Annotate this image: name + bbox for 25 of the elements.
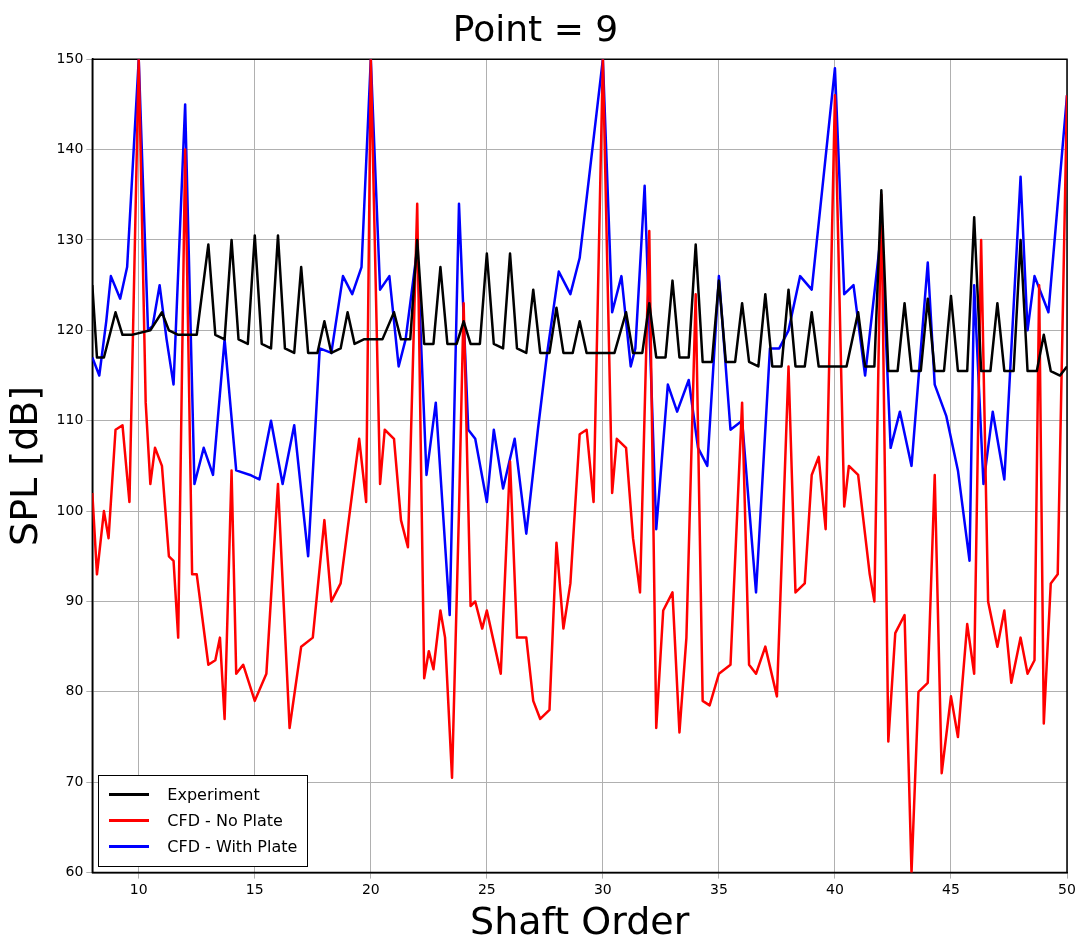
y-tick-label: 60 [65, 863, 84, 880]
x-tick-label: 35 [709, 880, 728, 897]
x-tick-label: 20 [361, 880, 380, 897]
y-tick-label: 110 [56, 411, 84, 428]
y-tick-label: 70 [65, 772, 84, 789]
y-tick-label: 90 [65, 592, 84, 609]
y-axis-title: SPL [dB] [1, 385, 46, 546]
x-tick-label: 30 [593, 880, 612, 897]
y-tick-label: 120 [56, 320, 84, 337]
x-tick-label: 50 [1058, 880, 1076, 897]
x-tick-label: 15 [245, 880, 264, 897]
x-axis-title: Shaft Order [470, 899, 690, 944]
y-tick-label: 130 [56, 230, 84, 247]
y-tick-label: 80 [65, 682, 84, 699]
legend-label: CFD - With Plate [167, 837, 298, 857]
x-tick-label: 45 [942, 880, 960, 897]
legend-label: Experiment [167, 785, 260, 805]
x-tick-label: 25 [477, 880, 496, 897]
chart-title: Point = 9 [452, 7, 619, 49]
y-tick-label: 140 [56, 140, 84, 157]
x-tick-label: 10 [129, 880, 148, 897]
x-tick-label: 40 [826, 880, 844, 897]
legend-label: CFD - No Plate [167, 811, 283, 831]
y-tick-label: 150 [56, 49, 84, 66]
y-tick-label: 100 [56, 501, 84, 518]
